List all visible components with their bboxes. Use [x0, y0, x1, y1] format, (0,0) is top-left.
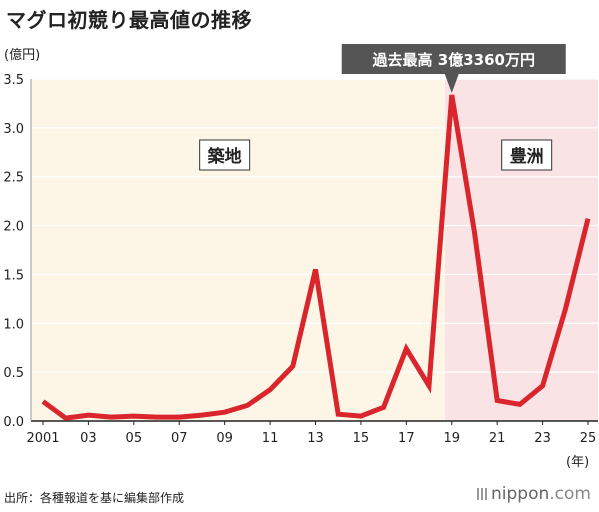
- x-axis-unit-label: (年): [566, 455, 590, 470]
- x-tick-label: 23: [534, 431, 551, 446]
- brand-dots-icon: [477, 488, 488, 500]
- x-tick-label: 15: [353, 431, 370, 446]
- region-background-1: [31, 79, 445, 421]
- region-label: 豊洲: [510, 146, 544, 167]
- y-tick-label: 2.0: [3, 220, 24, 235]
- x-tick-label: 03: [80, 431, 97, 446]
- x-tick-label: 17: [398, 431, 415, 446]
- region-backgrounds: [31, 79, 598, 421]
- x-tick-label: 11: [262, 431, 279, 446]
- brand-suffix: .com: [549, 484, 591, 504]
- x-tick-label: 05: [126, 431, 143, 446]
- y-tick-label: 3.0: [3, 122, 24, 137]
- region-labels: 築地 豊洲: [199, 139, 553, 171]
- callout-label: 過去最高 3億3360万円: [372, 51, 535, 69]
- brand-name: nippon: [491, 484, 550, 504]
- y-tick-label: 3.5: [3, 73, 24, 88]
- y-tick-label: 0.5: [3, 366, 24, 381]
- x-tick-labels: 2001 03 05 07 09 11 13 15 17 19 21 23 25: [26, 431, 596, 446]
- y-tick-labels: 0.0 0.5 1.0 1.5 2.0 2.5 3.0 3.5: [3, 73, 24, 430]
- x-tick-label: 09: [216, 431, 233, 446]
- region-label-box: [501, 139, 553, 171]
- region-label-box: [199, 139, 251, 171]
- x-tick-label: 2001: [26, 431, 59, 446]
- callout-pointer: [444, 74, 459, 94]
- region-background-2: [444, 79, 598, 421]
- y-tick-label: 1.5: [3, 268, 24, 283]
- y-tick-label: 2.5: [3, 171, 24, 186]
- region-label: 築地: [207, 146, 242, 167]
- x-tick-label: 21: [489, 431, 506, 446]
- x-tick-label: 25: [580, 431, 597, 446]
- y-tick-label: 0.0: [3, 415, 24, 430]
- annotation-callout: 過去最高 3億3360万円: [341, 44, 566, 94]
- brand-logo: nippon.com: [477, 484, 591, 504]
- callout-box: [341, 44, 566, 74]
- series: [41, 94, 591, 421]
- chart-title: マグロ初競り最高値の推移: [6, 8, 252, 32]
- x-tick-label: 07: [171, 431, 188, 446]
- source-note: 出所：各種報道を基に編集部作成: [4, 491, 185, 505]
- y-tick-label: 1.0: [3, 317, 24, 332]
- y-axis-unit-label: (億円): [4, 48, 41, 63]
- axes: [30, 79, 598, 425]
- x-tick-label: 13: [307, 431, 324, 446]
- x-tick-label: 19: [443, 431, 460, 446]
